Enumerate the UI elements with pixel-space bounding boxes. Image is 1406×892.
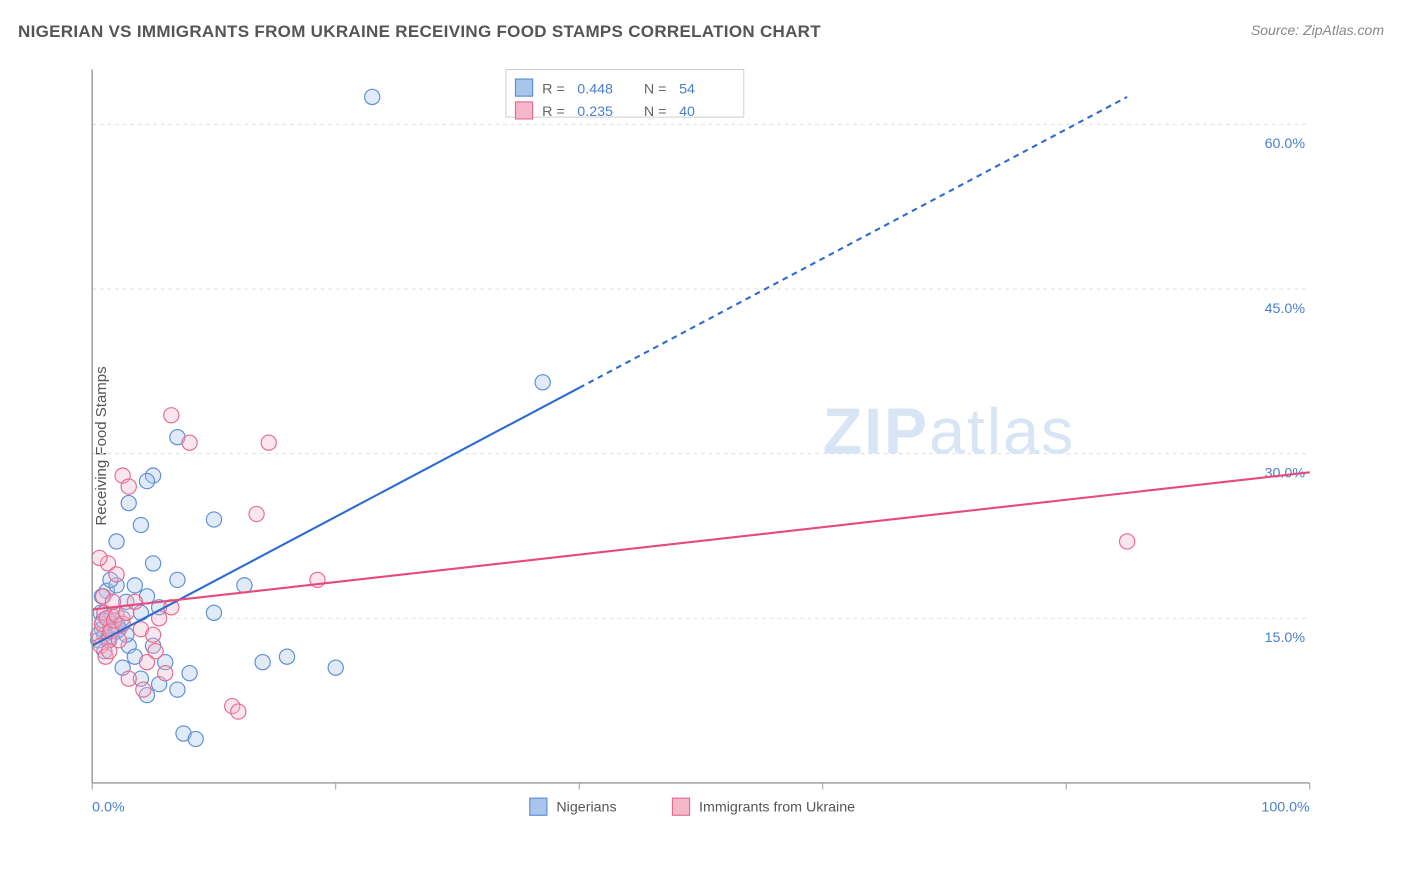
scatter-point: [237, 578, 252, 593]
scatter-chart-svg: 15.0%30.0%45.0%60.0%ZIPatlas0.0%100.0%R …: [50, 60, 1390, 840]
x-tick-label: 100.0%: [1261, 799, 1310, 815]
scatter-point: [109, 534, 124, 549]
series-legend-label: Nigerians: [556, 799, 616, 815]
legend-swatch: [530, 798, 547, 815]
scatter-point: [170, 572, 185, 587]
scatter-point: [145, 627, 160, 642]
scatter-point: [170, 682, 185, 697]
scatter-point: [182, 666, 197, 681]
y-tick-label: 45.0%: [1265, 301, 1306, 317]
legend-swatch: [515, 102, 532, 119]
scatter-point: [121, 495, 136, 510]
chart-title: NIGERIAN VS IMMIGRANTS FROM UKRAINE RECE…: [18, 22, 821, 42]
scatter-point: [164, 408, 179, 423]
scatter-point: [328, 660, 343, 675]
scatter-point: [158, 666, 173, 681]
scatter-point: [535, 375, 550, 390]
scatter-point: [121, 479, 136, 494]
legend-n-label: N =: [644, 104, 667, 120]
legend-n-value: 54: [679, 81, 695, 97]
scatter-point: [127, 578, 142, 593]
scatter-point: [188, 731, 203, 746]
scatter-point: [139, 473, 154, 488]
series-legend-label: Immigrants from Ukraine: [699, 799, 855, 815]
x-tick-label: 0.0%: [92, 799, 125, 815]
scatter-point: [249, 506, 264, 521]
scatter-point: [365, 89, 380, 104]
y-tick-label: 15.0%: [1265, 630, 1306, 646]
scatter-point: [279, 649, 294, 664]
scatter-point: [121, 671, 136, 686]
legend-swatch: [515, 79, 532, 96]
scatter-point: [206, 512, 221, 527]
legend-swatch: [672, 798, 689, 815]
y-tick-label: 60.0%: [1265, 136, 1306, 152]
scatter-point: [148, 644, 163, 659]
scatter-point: [261, 435, 276, 450]
scatter-point: [1120, 534, 1135, 549]
watermark: ZIPatlas: [823, 395, 1075, 468]
scatter-point: [145, 556, 160, 571]
legend-r-label: R =: [542, 104, 565, 120]
scatter-point: [133, 517, 148, 532]
legend-n-value: 40: [679, 104, 695, 120]
scatter-point: [92, 550, 107, 565]
scatter-point: [206, 605, 221, 620]
scatter-point: [231, 704, 246, 719]
legend-n-label: N =: [644, 81, 667, 97]
regression-line-extrapolated: [579, 97, 1127, 388]
legend-r-value: 0.235: [577, 104, 613, 120]
chart-plot-area: 15.0%30.0%45.0%60.0%ZIPatlas0.0%100.0%R …: [50, 60, 1390, 840]
regression-line: [92, 388, 579, 646]
legend-r-value: 0.448: [577, 81, 613, 97]
scatter-point: [136, 682, 151, 697]
legend-r-label: R =: [542, 81, 565, 97]
scatter-point: [255, 655, 270, 670]
source-attribution: Source: ZipAtlas.com: [1251, 22, 1384, 38]
scatter-point: [182, 435, 197, 450]
scatter-point: [127, 594, 142, 609]
scatter-point: [109, 567, 124, 582]
